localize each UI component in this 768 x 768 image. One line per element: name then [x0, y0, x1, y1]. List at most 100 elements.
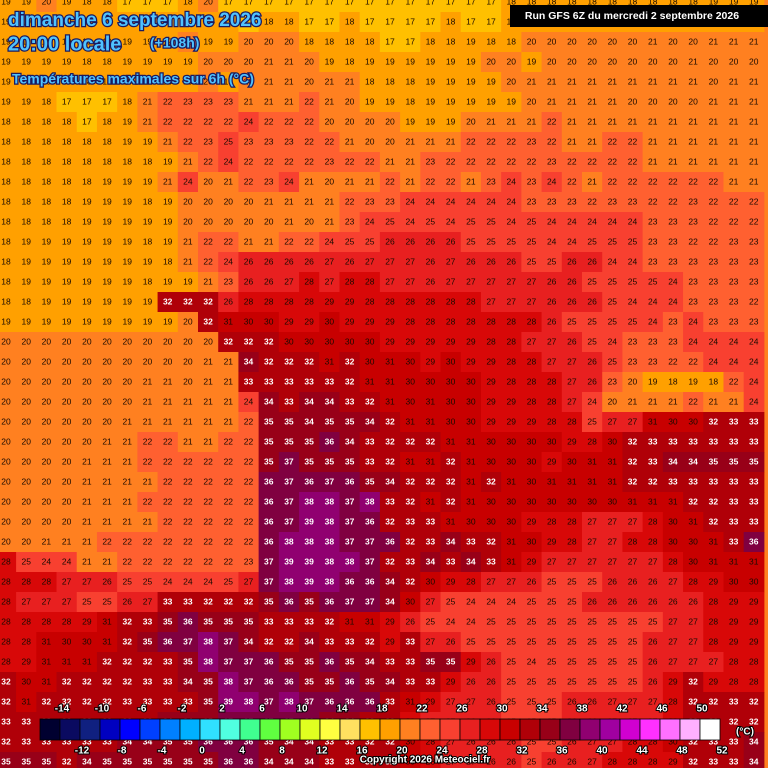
value: 33	[304, 376, 314, 386]
value: 36	[345, 476, 355, 486]
value: 19	[163, 36, 173, 46]
value: 19	[486, 76, 496, 86]
value: 34	[749, 756, 759, 766]
cell	[642, 352, 664, 373]
cell	[16, 552, 37, 573]
cell	[541, 372, 563, 393]
value: 26	[264, 276, 274, 286]
cell	[198, 492, 219, 513]
cell	[96, 232, 118, 253]
cell	[602, 372, 623, 393]
cell	[460, 692, 482, 713]
value: 25	[608, 616, 618, 626]
cell	[622, 652, 644, 673]
cell	[16, 292, 37, 313]
value: 19	[203, 36, 213, 46]
value: 32	[749, 716, 759, 726]
value: 19	[102, 256, 112, 266]
cell	[602, 32, 623, 53]
cell	[400, 552, 421, 573]
cell	[400, 32, 421, 53]
cell	[238, 692, 260, 713]
cell	[582, 572, 603, 593]
cell	[258, 212, 280, 233]
cell	[521, 72, 543, 93]
cell	[420, 452, 442, 473]
value: 18	[668, 376, 678, 386]
value: 22	[304, 96, 314, 106]
cell	[622, 312, 644, 333]
cell	[96, 332, 118, 353]
value: 28	[507, 356, 517, 366]
value: 35	[1, 756, 11, 766]
value: 30	[466, 416, 476, 426]
cell	[440, 32, 462, 53]
cell	[501, 532, 522, 553]
value: 38	[325, 576, 335, 586]
value: 17	[385, 16, 395, 26]
value: 19	[21, 96, 31, 106]
value: 26	[587, 596, 597, 606]
cell	[723, 512, 745, 533]
cell	[602, 292, 623, 313]
cell	[56, 552, 78, 573]
value: 31	[426, 456, 436, 466]
cell	[157, 152, 179, 173]
value: 23	[608, 196, 618, 206]
value: 32	[123, 636, 133, 646]
cell	[602, 212, 623, 233]
value: 28	[749, 656, 759, 666]
value: 27	[668, 656, 678, 666]
cell	[501, 632, 522, 653]
cell	[238, 32, 260, 53]
cell	[96, 592, 118, 613]
cell	[743, 392, 765, 413]
cell	[258, 552, 280, 573]
cell	[743, 452, 765, 473]
cell	[76, 432, 98, 453]
cell	[96, 12, 118, 33]
cell	[359, 0, 381, 13]
cell	[662, 592, 684, 613]
cell	[480, 652, 502, 673]
value: 18	[1, 236, 11, 246]
cell	[743, 212, 765, 233]
value: 21	[264, 236, 274, 246]
cell	[683, 252, 704, 273]
cell	[258, 592, 280, 613]
value: 23	[749, 236, 759, 246]
value: 22	[567, 176, 577, 186]
cell	[319, 552, 340, 573]
value: 19	[507, 96, 517, 106]
cell	[278, 272, 300, 293]
value: 20	[42, 356, 52, 366]
value: 28	[709, 596, 719, 606]
value: 31	[507, 476, 517, 486]
value: 34	[284, 736, 294, 746]
value: 32	[62, 676, 72, 686]
value: 26	[567, 736, 577, 746]
cell	[319, 252, 340, 273]
cell	[238, 52, 260, 73]
cell	[177, 692, 199, 713]
value: 32	[385, 436, 395, 446]
cell	[36, 332, 58, 353]
value: 21	[749, 136, 759, 146]
cell	[420, 272, 442, 293]
cell	[299, 132, 320, 153]
cell	[420, 432, 442, 453]
value: 22	[709, 196, 719, 206]
value: 20	[224, 56, 234, 66]
value: 30	[264, 316, 274, 326]
cell	[602, 92, 623, 113]
value: 36	[264, 536, 274, 546]
value: 35	[163, 616, 173, 626]
cell	[16, 432, 37, 453]
value: 21	[567, 76, 577, 86]
value: 20	[486, 56, 496, 66]
value: 22	[628, 176, 638, 186]
value: 20	[365, 136, 375, 146]
value: 23	[729, 236, 739, 246]
